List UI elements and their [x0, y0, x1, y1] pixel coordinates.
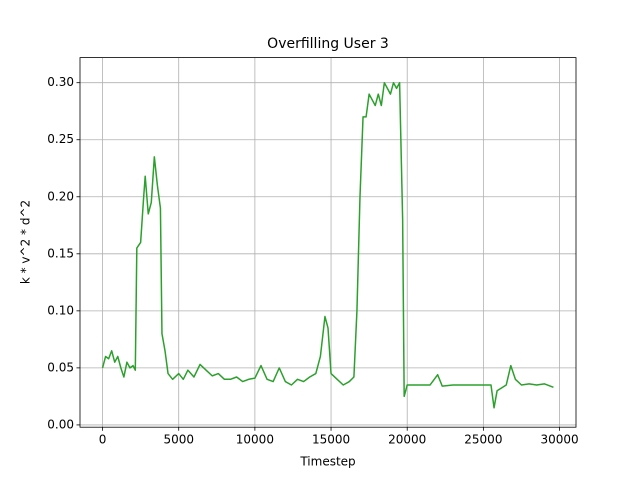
x-tick-label: 25000 — [464, 433, 502, 447]
y-tick-label: 0.00 — [47, 417, 74, 431]
y-tick-label: 0.20 — [47, 189, 74, 203]
y-tick-label: 0.25 — [47, 132, 74, 146]
chart-title: Overfilling User 3 — [267, 36, 389, 52]
x-tick-label: 20000 — [388, 433, 426, 447]
plot-frame — [79, 57, 577, 428]
data-line — [101, 81, 554, 409]
x-tick-label: 0 — [99, 433, 107, 447]
y-tick-label: 0.05 — [47, 360, 74, 374]
x-tick-label: 15000 — [312, 433, 350, 447]
y-tick-label: 0.15 — [47, 246, 74, 260]
y-tick-label: 0.10 — [47, 303, 74, 317]
y-axis-label: k * v^2 * d^2 — [19, 200, 33, 284]
x-tick-label: 10000 — [236, 433, 274, 447]
x-tick-label: 30000 — [540, 433, 578, 447]
y-tick-label: 0.30 — [47, 75, 74, 89]
x-axis-label: Timestep — [299, 455, 355, 469]
x-tick-label: 5000 — [163, 433, 194, 447]
